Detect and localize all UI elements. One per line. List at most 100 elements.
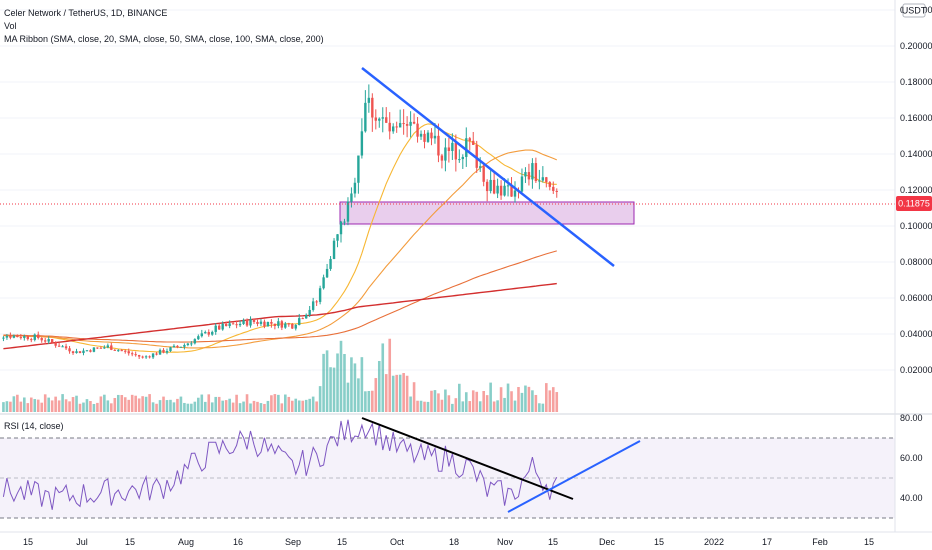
candle-body (2, 337, 5, 339)
volume-bar (68, 401, 71, 412)
candle-body (172, 345, 176, 348)
volume-bar (339, 340, 343, 412)
volume-bar (308, 398, 311, 412)
candle-body (33, 334, 36, 340)
volume-legend[interactable]: Vol (4, 21, 17, 31)
volume-bar (398, 374, 402, 412)
volume-bar (471, 390, 475, 412)
volume-bar (33, 399, 37, 412)
volume-bar (357, 378, 360, 412)
volume-bar (381, 343, 385, 412)
candle-body (120, 350, 123, 352)
candle-body (479, 166, 482, 168)
volume-bar (224, 400, 228, 412)
candle-body (378, 118, 381, 121)
volume-bar (506, 383, 510, 412)
candle-body (207, 332, 210, 335)
price-trendline[interactable] (361, 67, 615, 267)
time-tick-label: Oct (390, 537, 405, 547)
time-tick-label: 15 (548, 537, 558, 547)
candle-body (68, 348, 71, 352)
time-tick-label: 15 (23, 537, 33, 547)
volume-bar (541, 403, 545, 412)
candle-body (503, 185, 506, 196)
candle-body (301, 318, 304, 320)
currency-badge-text: USDT (902, 6, 927, 16)
support-zone[interactable] (339, 201, 635, 225)
candle-body (238, 323, 242, 326)
candle-body (117, 350, 120, 352)
candle-body (193, 339, 197, 344)
symbol-legend[interactable]: Celer Network / TetherUS, 1D, BINANCE (4, 8, 167, 18)
volume-bar (294, 398, 298, 412)
candle-body (82, 350, 85, 354)
candle-body (71, 351, 75, 354)
candle-body (541, 177, 545, 181)
candle-body (398, 123, 402, 128)
candle-body (148, 356, 151, 358)
volume-bar (458, 383, 461, 412)
volume-bar (468, 401, 472, 412)
volume-bar (325, 350, 329, 412)
volume-bar (388, 338, 392, 412)
candle-body (30, 339, 33, 341)
time-tick-label: 17 (762, 537, 772, 547)
volume-bar (99, 396, 103, 412)
volume-bar (287, 396, 291, 412)
candle-body (520, 176, 524, 192)
candle-body (353, 182, 357, 194)
candle-body (235, 324, 238, 326)
rsi-legend[interactable]: RSI (14, close) (4, 421, 64, 431)
volume-bar (499, 387, 503, 412)
volume-bar (551, 387, 555, 412)
volume-bar (245, 394, 249, 412)
candle-body (78, 351, 82, 354)
volume-bar (513, 400, 517, 412)
candle-body (360, 131, 364, 156)
volume-bar (482, 390, 485, 412)
volume-bar (447, 395, 451, 412)
candle-body (50, 339, 54, 343)
volume-bar (527, 386, 531, 412)
candle-body (263, 321, 266, 327)
candle-body (16, 335, 19, 338)
time-axis[interactable]: 15 Jul 15 Aug 16 Sep 15 Oct 18 Nov 15 Dec 15 2022 17 Fe… (23, 537, 874, 547)
volume-bar (231, 402, 235, 412)
volume-bar (89, 401, 92, 412)
rsi-trendline-blue[interactable] (507, 440, 641, 513)
candle-body (284, 323, 287, 328)
candle-body (444, 147, 447, 161)
candle-body (5, 335, 9, 338)
volume-bar (144, 396, 148, 412)
candle-body (405, 124, 409, 126)
volume-bar (82, 402, 85, 412)
volume-bar (155, 403, 158, 412)
volume-bar (200, 394, 204, 412)
candle-body (85, 350, 89, 352)
volume-bar (510, 391, 513, 412)
main-grid (0, 9, 895, 371)
candle-body (113, 349, 116, 351)
currency-badge[interactable]: USDT (902, 3, 927, 18)
candle-body (339, 221, 343, 235)
volume-bar (123, 397, 127, 412)
candle-body (426, 132, 430, 142)
rsi-trendline-black[interactable] (361, 417, 574, 500)
candle-body (489, 179, 492, 192)
volume-bar (183, 402, 186, 412)
volume-bar (2, 402, 5, 412)
ma-ribbon-legend[interactable]: MA Ribbon (SMA, close, 20, SMA, close, 5… (4, 34, 324, 44)
candle-body (158, 349, 162, 355)
price-tick-label: 0.02000 (900, 365, 932, 375)
volume-bar (47, 397, 50, 412)
volume-bar (437, 393, 440, 412)
rsi-axis[interactable]: 80.00 60.00 40.00 (900, 413, 923, 503)
volume-bar (54, 396, 57, 412)
volume-bar (384, 374, 388, 412)
candle-body (322, 277, 325, 289)
volume-bar (19, 401, 23, 412)
volume-bar (391, 375, 395, 412)
volume-bar (61, 394, 64, 412)
volume-bar (210, 402, 214, 412)
